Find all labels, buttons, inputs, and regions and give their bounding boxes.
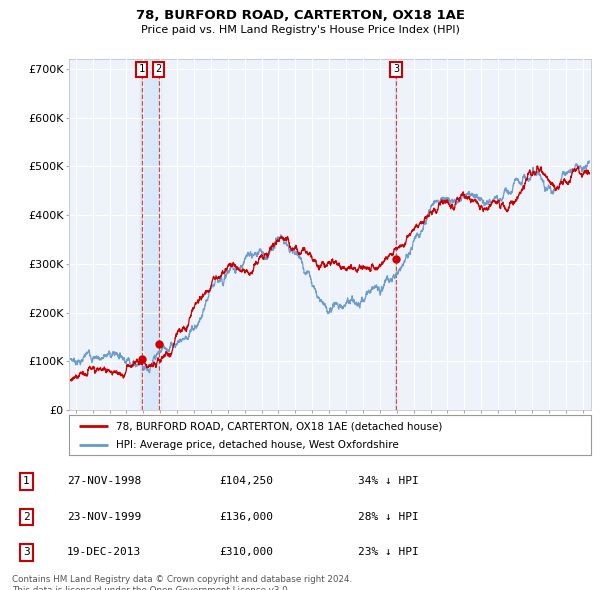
Text: 3: 3 — [393, 64, 399, 74]
Bar — [140, 59, 161, 410]
Text: 2: 2 — [23, 512, 30, 522]
Text: 78, BURFORD ROAD, CARTERTON, OX18 1AE: 78, BURFORD ROAD, CARTERTON, OX18 1AE — [136, 9, 464, 22]
Text: 1: 1 — [23, 477, 30, 486]
Text: 2: 2 — [155, 64, 161, 74]
Text: 3: 3 — [23, 548, 30, 557]
Text: 28% ↓ HPI: 28% ↓ HPI — [358, 512, 418, 522]
Text: Contains HM Land Registry data © Crown copyright and database right 2024.
This d: Contains HM Land Registry data © Crown c… — [12, 575, 352, 590]
Text: 23-NOV-1999: 23-NOV-1999 — [67, 512, 141, 522]
Text: £104,250: £104,250 — [220, 477, 274, 486]
Text: 1: 1 — [139, 64, 145, 74]
Text: £310,000: £310,000 — [220, 548, 274, 557]
Text: 78, BURFORD ROAD, CARTERTON, OX18 1AE (detached house): 78, BURFORD ROAD, CARTERTON, OX18 1AE (d… — [116, 421, 442, 431]
Text: HPI: Average price, detached house, West Oxfordshire: HPI: Average price, detached house, West… — [116, 440, 399, 450]
Text: 34% ↓ HPI: 34% ↓ HPI — [358, 477, 418, 486]
Text: Price paid vs. HM Land Registry's House Price Index (HPI): Price paid vs. HM Land Registry's House … — [140, 25, 460, 35]
Text: 19-DEC-2013: 19-DEC-2013 — [67, 548, 141, 557]
Text: £136,000: £136,000 — [220, 512, 274, 522]
Text: 27-NOV-1998: 27-NOV-1998 — [67, 477, 141, 486]
Text: 23% ↓ HPI: 23% ↓ HPI — [358, 548, 418, 557]
Bar — [395, 59, 397, 410]
